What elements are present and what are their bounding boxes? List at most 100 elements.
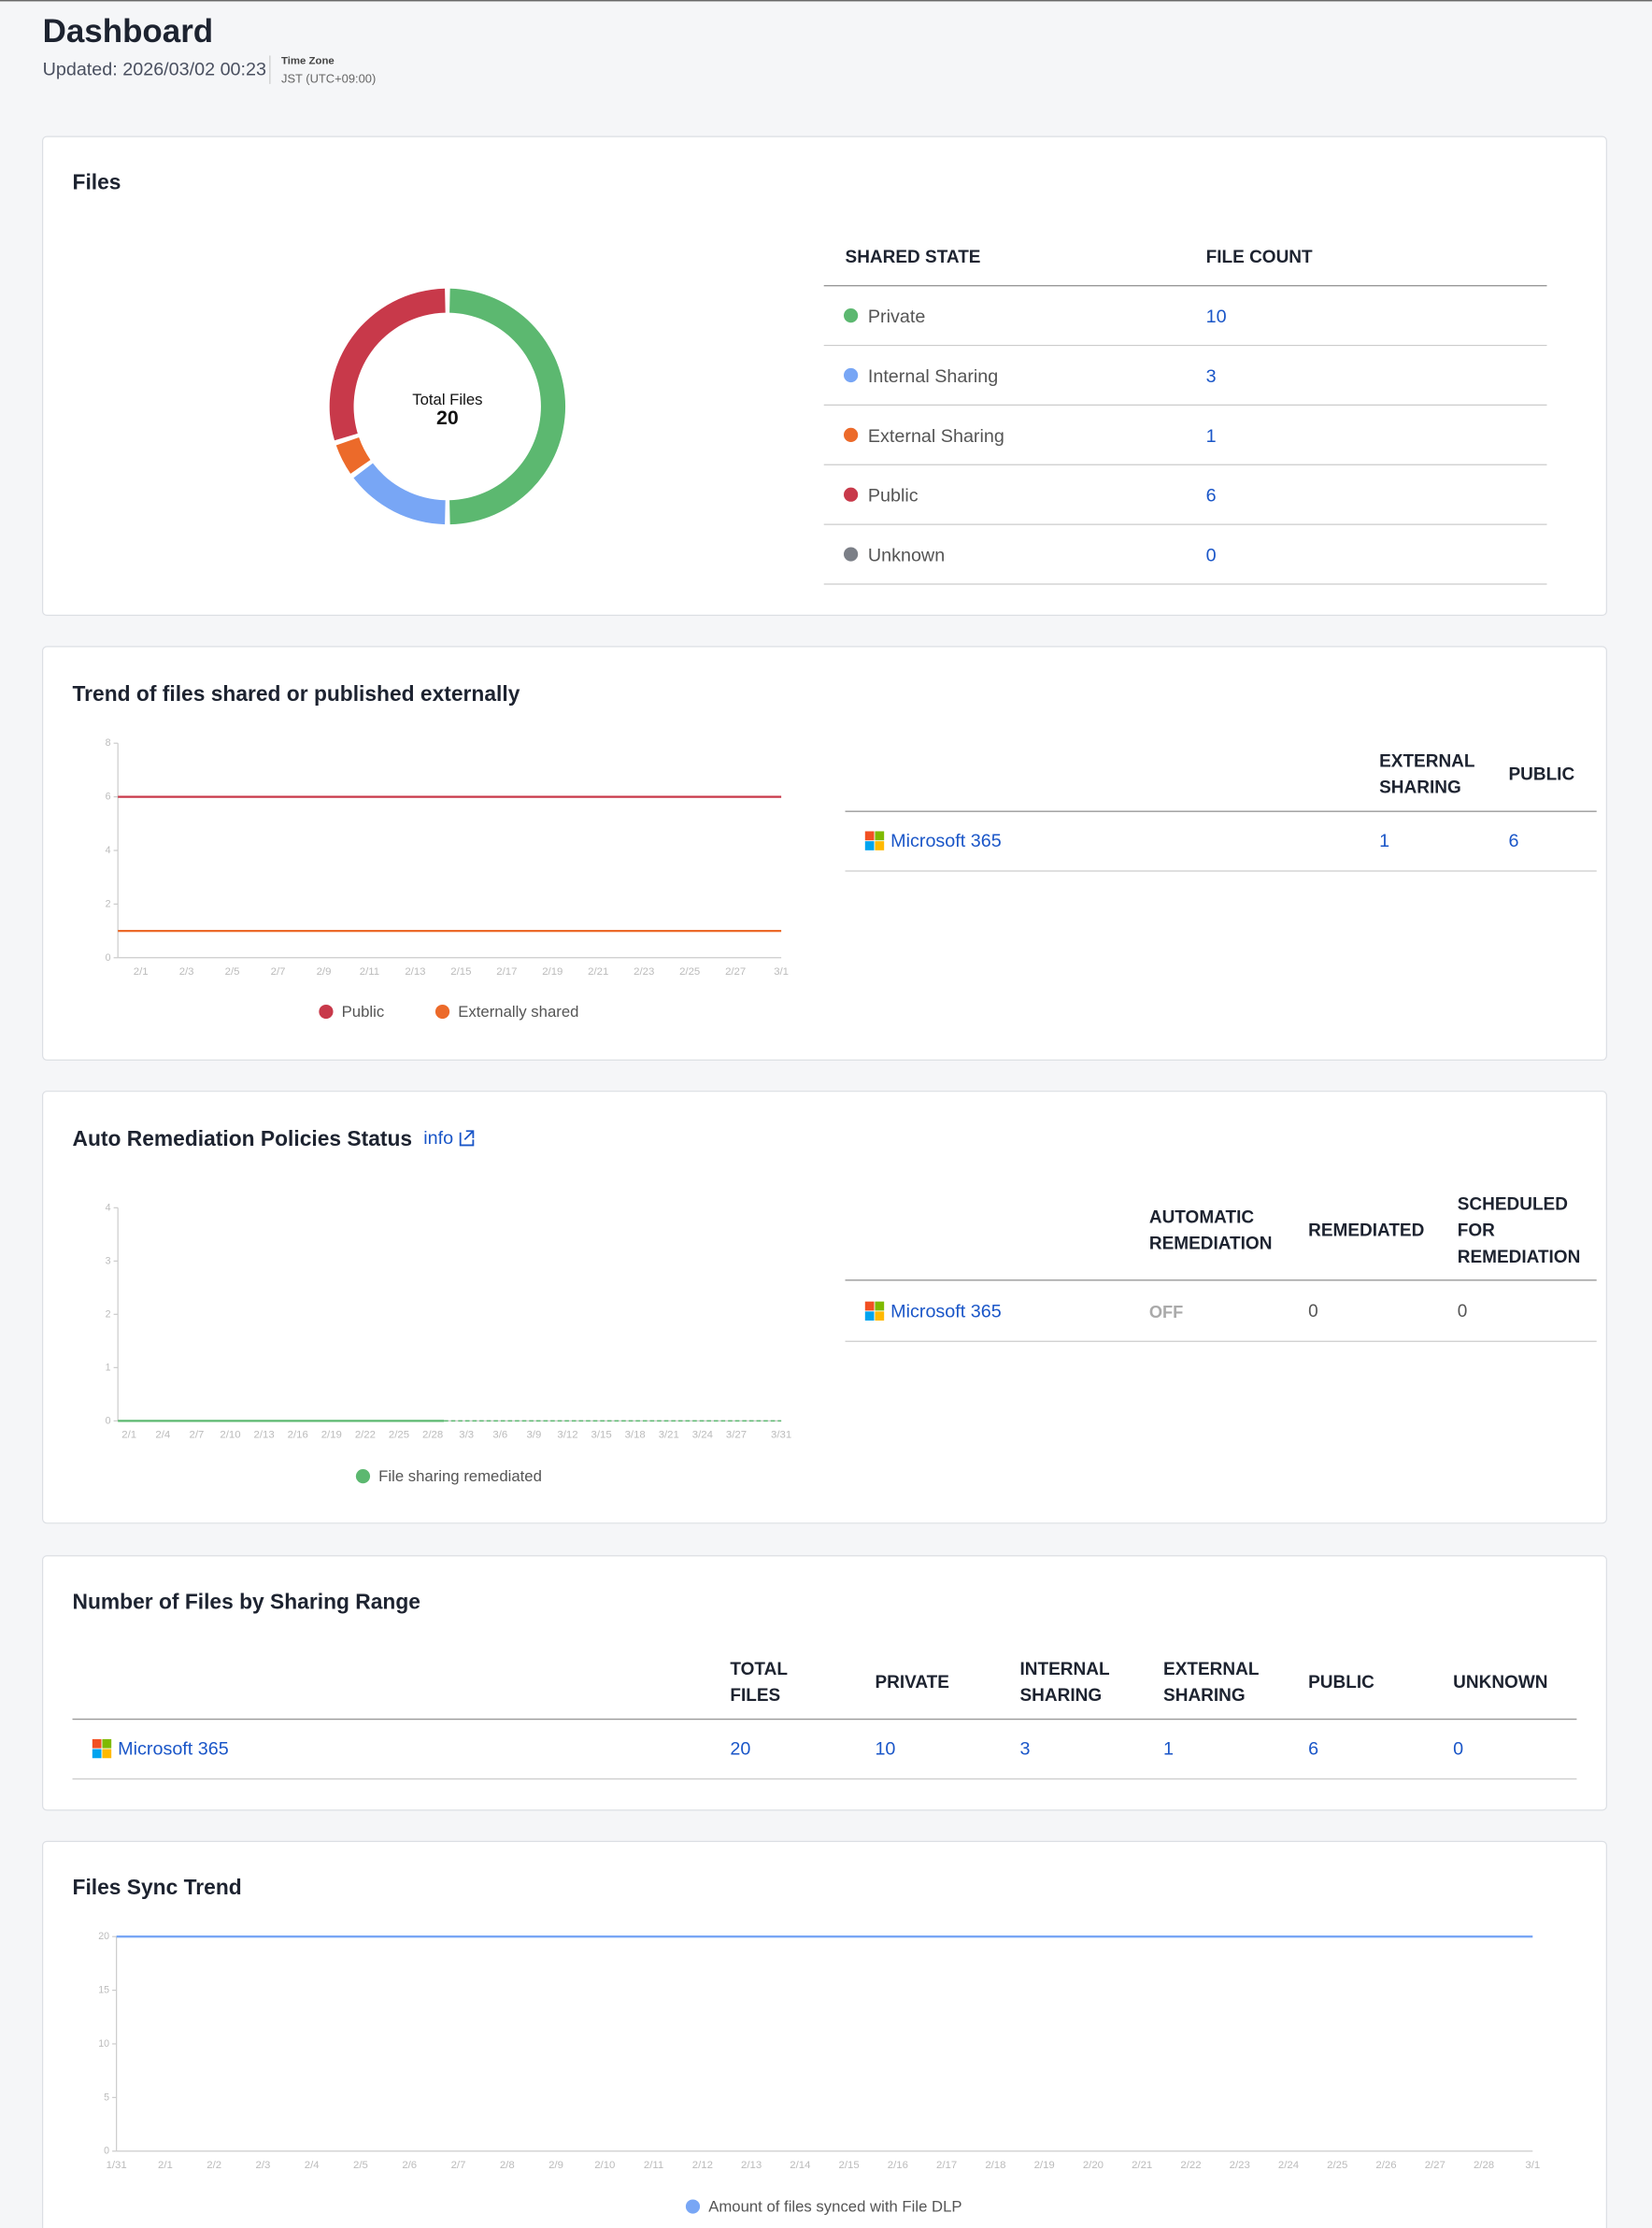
- donut-center-value: 20: [436, 407, 459, 429]
- x-tick-label: 3/21: [659, 1430, 679, 1441]
- table-cell[interactable]: 6: [1508, 831, 1518, 851]
- legend-marker: [844, 547, 859, 562]
- table-cell[interactable]: 1: [1163, 1739, 1174, 1760]
- legend-marker: [844, 308, 859, 323]
- table-header: SHARED STATE: [846, 248, 981, 267]
- x-tick-label: 2/5: [353, 2160, 368, 2171]
- table-link[interactable]: 3: [1206, 366, 1217, 387]
- donut-center-label: Total Files: [412, 391, 482, 408]
- x-tick-label: 2/27: [1425, 2160, 1446, 2171]
- table-link[interactable]: 1: [1206, 426, 1217, 447]
- legend-marker: [319, 1004, 334, 1020]
- x-tick-label: 2/12: [692, 2160, 713, 2171]
- x-tick-label: 2/16: [888, 2160, 908, 2171]
- table-cell: Unknown: [868, 546, 945, 566]
- table-header: EXTERNAL SHARING: [1163, 1660, 1263, 1706]
- info-link[interactable]: info: [423, 1128, 453, 1149]
- table-cell: Public: [868, 486, 919, 507]
- x-tick-label: 1/31: [107, 2160, 127, 2171]
- x-tick-label: 2/7: [271, 966, 286, 978]
- x-tick-label: 3/1: [774, 966, 789, 978]
- table-header: TOTAL FILES: [730, 1660, 792, 1706]
- table-cell[interactable]: 1: [1379, 831, 1389, 851]
- x-tick-label: 2/11: [644, 2160, 663, 2171]
- x-tick-label: 2/1: [158, 2160, 173, 2171]
- table-link[interactable]: 0: [1206, 546, 1217, 566]
- x-tick-label: 2/13: [741, 2160, 762, 2171]
- legend-marker: [355, 1469, 371, 1484]
- service-icon: [102, 1738, 112, 1749]
- y-tick-label: 8: [106, 737, 111, 749]
- table-cell[interactable]: 3: [1020, 1739, 1031, 1760]
- service-link[interactable]: Microsoft 365: [890, 1301, 1002, 1321]
- table-link[interactable]: 10: [1206, 307, 1227, 327]
- x-tick-label: 2/3: [256, 2160, 271, 2171]
- table-header: PUBLIC: [1308, 1673, 1374, 1692]
- y-tick-label: 2: [106, 898, 111, 909]
- page-title: Dashboard: [43, 13, 214, 50]
- updated-time: Updated: 2026/03/02 00:23: [43, 60, 266, 80]
- service-icon: [864, 1311, 875, 1321]
- legend-marker: [844, 367, 859, 383]
- x-tick-label: 2/9: [317, 966, 332, 978]
- x-tick-label: 2/4: [305, 2160, 320, 2171]
- service-link[interactable]: Microsoft 365: [890, 831, 1002, 851]
- legend-label: Amount of files synced with File DLP: [708, 2198, 961, 2216]
- service-icon: [102, 1749, 112, 1759]
- x-tick-label: 3/12: [557, 1430, 577, 1441]
- table-link[interactable]: 6: [1206, 486, 1217, 507]
- table-cell[interactable]: 0: [1453, 1739, 1463, 1760]
- x-tick-label: 3/27: [726, 1430, 747, 1441]
- donut-segment: [329, 288, 446, 441]
- table-header: REMEDIATED: [1308, 1221, 1424, 1240]
- legend-marker: [434, 1004, 450, 1020]
- y-tick-label: 10: [98, 2038, 109, 2049]
- service-link[interactable]: Microsoft 365: [118, 1739, 229, 1760]
- table-cell[interactable]: 20: [730, 1739, 750, 1760]
- y-tick-label: 15: [98, 1985, 109, 1996]
- remediation-card: [41, 1091, 1607, 1524]
- x-tick-label: 2/25: [679, 966, 700, 978]
- service-icon: [864, 841, 875, 850]
- service-icon: [875, 1311, 885, 1321]
- x-tick-label: 2/23: [1230, 2160, 1250, 2171]
- y-tick-label: 4: [106, 1202, 111, 1213]
- donut-segment: [353, 463, 446, 525]
- service-icon: [92, 1738, 102, 1749]
- legend-label: File sharing remediated: [378, 1467, 542, 1485]
- x-tick-label: 3/3: [459, 1430, 474, 1441]
- x-tick-label: 2/15: [450, 966, 471, 978]
- x-tick-label: 2/6: [402, 2160, 417, 2171]
- card-title: Files Sync Trend: [73, 1875, 242, 1899]
- x-tick-label: 2/19: [321, 1430, 342, 1441]
- x-tick-label: 2/1: [121, 1430, 136, 1441]
- x-tick-label: 2/17: [496, 966, 517, 978]
- external-link-icon[interactable]: [459, 1130, 475, 1147]
- x-tick-label: 2/1: [134, 966, 149, 978]
- x-tick-label: 2/19: [542, 966, 563, 978]
- x-tick-label: 2/25: [1327, 2160, 1347, 2171]
- x-tick-label: 2/22: [1180, 2160, 1201, 2171]
- x-tick-label: 2/25: [389, 1430, 409, 1441]
- x-tick-label: 2/16: [288, 1430, 308, 1441]
- table-cell: External Sharing: [868, 426, 1004, 447]
- table-header: SCHEDULED FOR REMEDIATION: [1458, 1194, 1581, 1266]
- donut-segment: [335, 437, 371, 474]
- table-header: AUTOMATIC REMEDIATION: [1149, 1207, 1273, 1253]
- x-tick-label: 2/22: [355, 1430, 376, 1441]
- x-tick-label: 2/18: [985, 2160, 1005, 2171]
- x-tick-label: 3/6: [492, 1430, 507, 1441]
- table-cell: 0: [1308, 1302, 1318, 1321]
- service-icon: [875, 831, 885, 841]
- x-tick-label: 2/13: [254, 1430, 275, 1441]
- table-cell[interactable]: 6: [1308, 1739, 1318, 1760]
- card-title: Auto Remediation Policies Status: [73, 1126, 413, 1150]
- table-cell[interactable]: 10: [875, 1739, 895, 1760]
- table-header: EXTERNAL SHARING: [1379, 751, 1479, 797]
- legend-marker: [685, 2199, 701, 2214]
- y-tick-label: 0: [106, 952, 111, 964]
- timezone: JST (UTC+09:00): [281, 71, 376, 85]
- x-tick-label: 3/15: [591, 1430, 612, 1441]
- table-cell: Private: [868, 307, 925, 327]
